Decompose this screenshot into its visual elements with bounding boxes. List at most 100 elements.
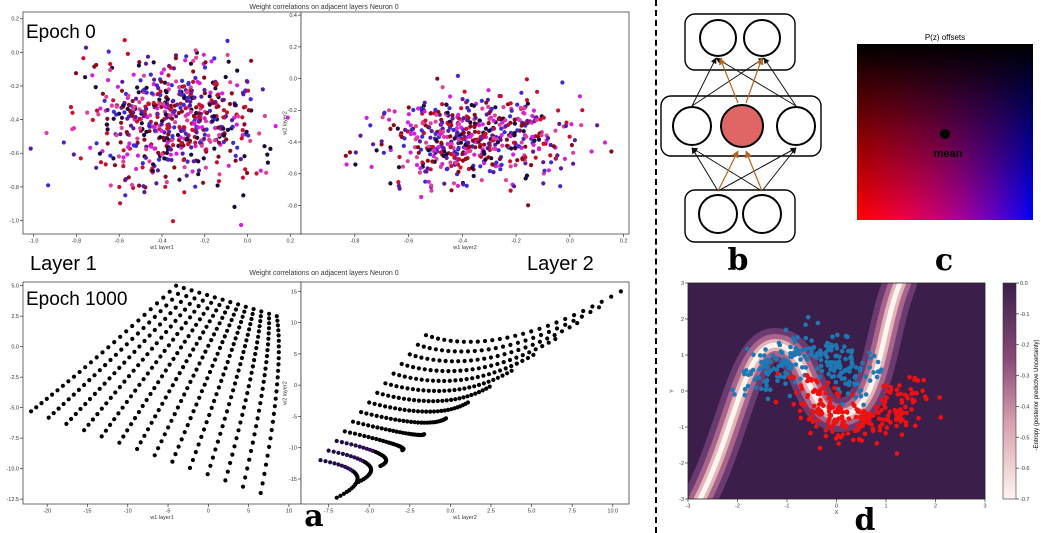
data-point: [401, 396, 407, 401]
data-point: [531, 335, 536, 340]
data-point: [112, 163, 118, 168]
data-point: [78, 156, 83, 161]
data-point: [444, 155, 449, 160]
data-point: [235, 330, 240, 335]
x-tick-label: -10: [124, 509, 132, 515]
data-point: [253, 351, 258, 357]
data-point: [246, 133, 251, 138]
data-point: [213, 357, 218, 362]
data-point: [163, 368, 168, 373]
data-point: [481, 381, 486, 386]
data-point: [183, 131, 188, 136]
data-point: [471, 173, 476, 179]
data-point: [475, 137, 480, 142]
data-point: [829, 424, 835, 429]
data-point: [99, 406, 104, 411]
data-point: [217, 321, 222, 326]
data-point: [811, 345, 817, 350]
data-point: [154, 83, 160, 88]
data-point: [434, 368, 439, 373]
data-point: [748, 369, 754, 375]
data-point: [193, 75, 198, 81]
data-point: [103, 363, 108, 368]
data-point: [798, 383, 804, 388]
hidden-node-highlighted: [720, 104, 764, 148]
data-point: [148, 391, 153, 397]
data-point: [121, 159, 126, 164]
data-point: [167, 289, 172, 294]
data-point: [456, 145, 461, 150]
data-point: [112, 371, 117, 376]
data-point: [505, 335, 510, 340]
data-point: [178, 299, 183, 304]
data-point: [216, 104, 221, 109]
data-point: [428, 121, 433, 126]
data-point: [197, 102, 202, 107]
data-point: [788, 354, 793, 359]
data-point: [149, 144, 154, 149]
data-point: [451, 127, 456, 133]
data-point: [849, 360, 855, 365]
data-point: [391, 123, 396, 128]
data-point: [440, 398, 445, 403]
data-point: [836, 404, 842, 410]
data-point: [495, 353, 500, 359]
y-tick-label: 0: [681, 389, 684, 395]
data-point: [194, 322, 199, 327]
data-point: [76, 387, 81, 392]
data-point: [571, 161, 576, 166]
data-point: [201, 427, 207, 432]
data-point: [238, 319, 244, 325]
data-point: [196, 125, 201, 130]
data-point: [106, 78, 111, 83]
data-point: [265, 160, 270, 165]
data-point: [142, 190, 147, 195]
data-point: [152, 77, 157, 82]
data-point: [326, 448, 331, 453]
data-point: [117, 440, 122, 445]
data-point: [254, 171, 259, 176]
data-point: [246, 108, 251, 113]
data-point: [186, 142, 191, 147]
data-point: [558, 184, 563, 189]
data-point: [503, 124, 508, 129]
data-point: [374, 148, 379, 153]
bottom-figure-title: Weight correlations on adjacent layers N…: [249, 270, 398, 277]
data-point: [147, 121, 152, 126]
data-point: [119, 125, 124, 130]
data-point: [270, 419, 275, 424]
entropy-colorbar: 0.0-0.1-0.2-0.3-0.4-0.5-0.6-0.7 -Entropy…: [1002, 281, 1040, 503]
data-point: [231, 388, 236, 393]
data-point: [462, 89, 467, 94]
data-point: [425, 356, 430, 361]
data-point: [214, 392, 219, 397]
data-point: [249, 58, 254, 63]
data-point: [408, 375, 413, 380]
data-point: [400, 164, 406, 169]
data-point: [352, 431, 358, 436]
data-point: [449, 163, 454, 169]
data-point: [405, 120, 410, 125]
data-point: [214, 160, 219, 165]
data-point: [541, 115, 546, 120]
data-point: [122, 360, 127, 365]
data-point: [411, 107, 416, 113]
data-point: [159, 128, 164, 133]
y-tick-label: -0.4: [10, 118, 19, 124]
data-point: [393, 417, 398, 422]
data-point: [339, 463, 344, 468]
data-point: [414, 162, 420, 168]
data-point: [182, 392, 187, 397]
data-point: [785, 363, 791, 368]
data-point: [197, 395, 202, 400]
x-tick-label: -2: [735, 504, 740, 510]
data-point: [511, 152, 516, 157]
data-point: [537, 326, 542, 331]
y-tick-label: 5.0: [11, 284, 19, 290]
x-tick-label: 0.2: [286, 239, 294, 245]
data-point: [265, 342, 271, 347]
data-point: [407, 397, 412, 402]
data-point: [899, 400, 905, 405]
data-point: [182, 339, 187, 344]
data-point: [189, 288, 194, 293]
